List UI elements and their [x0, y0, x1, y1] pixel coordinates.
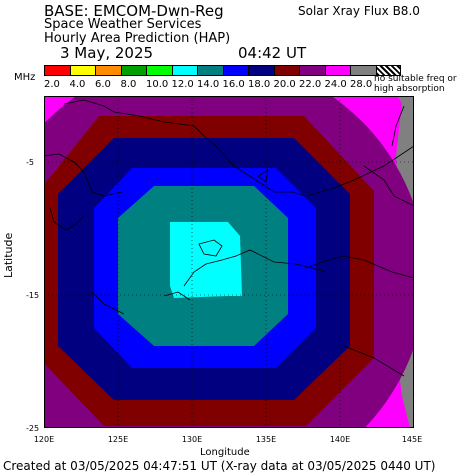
- legend-swatch: [350, 65, 376, 76]
- frequency-legend-labels: 2.0 4.0 6.0 8.0 10.0 12.0 14.0 16.0 18.0 20.0 22.0…: [44, 79, 376, 90]
- legend-swatch: [248, 65, 274, 76]
- legend-swatch: [273, 65, 299, 76]
- legend-label: 18.0: [248, 79, 271, 90]
- band-12: [170, 222, 242, 298]
- legend-swatch: [197, 65, 223, 76]
- no-propagation-note: no suitable freq or high absorption: [374, 74, 457, 94]
- y-tick: -5: [26, 158, 34, 167]
- legend-swatch: [324, 65, 350, 76]
- legend-label: 24.0: [324, 79, 347, 90]
- service-name: Space Weather Services: [44, 17, 202, 32]
- legend-label: 2.0: [44, 79, 60, 90]
- legend-label: 14.0: [197, 79, 220, 90]
- legend-label: 16.0: [222, 79, 245, 90]
- forecast-time: 04:42 UT: [238, 44, 307, 62]
- legend-swatch: [171, 65, 197, 76]
- x-tick: 140E: [329, 435, 351, 444]
- legend-label: 28.0: [350, 79, 373, 90]
- legend-swatch: [44, 65, 70, 76]
- x-tick: 120E: [33, 435, 55, 444]
- coastlines: [44, 99, 414, 377]
- legend-swatch: [299, 65, 325, 76]
- legend-swatch: [120, 65, 146, 76]
- y-tick: -15: [26, 291, 40, 300]
- legend-label: 10.0: [146, 79, 169, 90]
- legend-unit: MHz: [14, 72, 36, 83]
- product-name: Hourly Area Prediction (HAP): [44, 31, 231, 46]
- graticule: [44, 96, 414, 428]
- x-axis-label: Longitude: [200, 447, 250, 458]
- legend-label: 20.0: [273, 79, 296, 90]
- y-tick: -25: [26, 424, 40, 433]
- legend-label: 8.0: [120, 79, 137, 90]
- legend-swatch: [146, 65, 172, 76]
- x-tick: 130E: [181, 435, 203, 444]
- base-title: BASE: EMCOM-Dwn-Reg: [44, 2, 224, 20]
- x-tick: 145E: [401, 435, 423, 444]
- legend-swatch: [69, 65, 95, 76]
- x-tick: 135E: [255, 435, 277, 444]
- legend-swatch-no-propagation: [375, 65, 401, 76]
- hap-map: [44, 96, 414, 428]
- xray-flux-label: Solar Xray Flux B8.0: [298, 4, 420, 18]
- created-timestamp: Created at 03/05/2025 04:47:51 UT (X-ray…: [3, 459, 436, 473]
- forecast-date: 3 May, 2025: [60, 44, 154, 62]
- x-tick: 125E: [107, 435, 129, 444]
- legend-swatch: [222, 65, 248, 76]
- y-axis-label: Latitude: [2, 232, 15, 278]
- legend-label: 4.0: [69, 79, 86, 90]
- legend-label: 6.0: [95, 79, 111, 90]
- legend-swatch: [95, 65, 121, 76]
- frequency-legend: [44, 65, 401, 76]
- legend-label: 22.0: [299, 79, 322, 90]
- legend-label: 12.0: [171, 79, 194, 90]
